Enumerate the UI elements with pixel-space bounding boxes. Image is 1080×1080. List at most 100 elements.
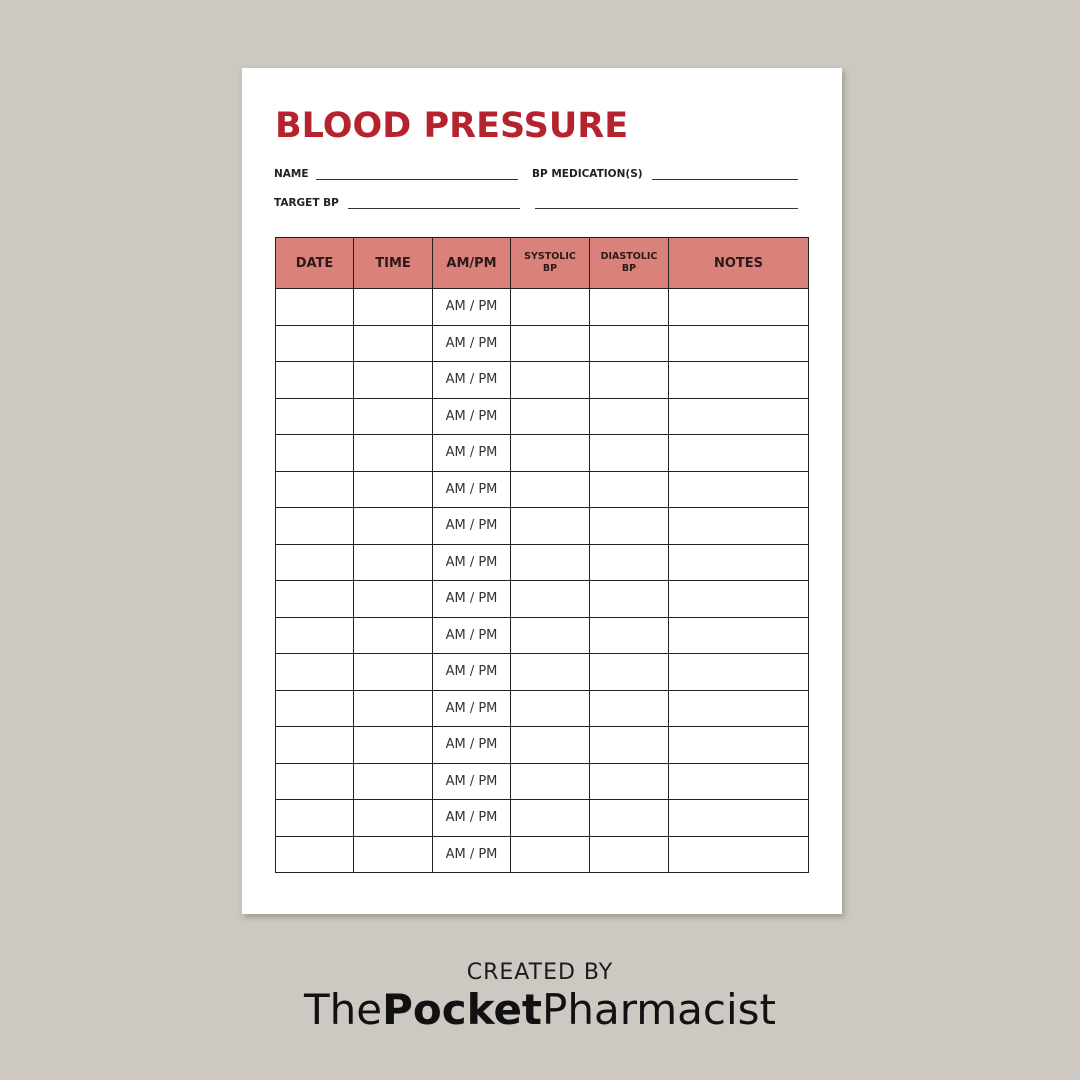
empty-cell	[353, 835, 433, 873]
empty-cell	[353, 689, 433, 727]
field-label: BP MEDICATION(S)	[532, 168, 643, 180]
empty-cell	[668, 434, 809, 472]
empty-cell	[510, 361, 590, 399]
empty-cell	[510, 543, 590, 581]
empty-cell	[589, 799, 669, 837]
empty-cell	[353, 799, 433, 837]
empty-cell	[275, 470, 354, 508]
empty-cell	[668, 689, 809, 727]
empty-cell	[275, 726, 354, 764]
brand-part: Pharmacist	[542, 985, 776, 1034]
table-row: AM / PM	[275, 799, 809, 837]
empty-cell	[510, 397, 590, 435]
am-pm-cell: AM / PM	[432, 616, 511, 654]
am-pm-cell: AM / PM	[432, 324, 511, 362]
table-row: AM / PM	[275, 470, 809, 508]
empty-cell	[353, 580, 433, 618]
empty-cell	[668, 288, 809, 326]
column-header: DIASTOLIC BP	[589, 237, 669, 289]
am-pm-cell: AM / PM	[432, 288, 511, 326]
table-row: AM / PM	[275, 288, 809, 326]
empty-cell	[510, 434, 590, 472]
empty-cell	[510, 324, 590, 362]
am-pm-cell: AM / PM	[432, 726, 511, 764]
empty-cell	[668, 653, 809, 691]
empty-cell	[668, 580, 809, 618]
column-header: AM/PM	[432, 237, 511, 289]
empty-cell	[668, 543, 809, 581]
table-row: AM / PM	[275, 835, 809, 873]
empty-cell	[589, 762, 669, 800]
brand-part: The	[303, 985, 383, 1034]
empty-cell	[275, 361, 354, 399]
empty-cell	[668, 361, 809, 399]
empty-cell	[353, 616, 433, 654]
empty-cell	[275, 397, 354, 435]
table-row: AM / PM	[275, 653, 809, 691]
empty-cell	[668, 470, 809, 508]
field-line	[535, 208, 798, 209]
empty-cell	[353, 434, 433, 472]
table-body: AM / PM AM / PM AM / PM AM / PM AM / PM AM / …	[275, 288, 809, 873]
empty-cell	[353, 288, 433, 326]
am-pm-cell: AM / PM	[432, 543, 511, 581]
am-pm-cell: AM / PM	[432, 689, 511, 727]
column-header: DATE	[275, 237, 354, 289]
empty-cell	[589, 507, 669, 545]
field-line	[652, 179, 798, 180]
am-pm-cell: AM / PM	[432, 470, 511, 508]
title: BLOOD PRESSURE	[275, 106, 629, 146]
empty-cell	[275, 762, 354, 800]
table-row: AM / PM	[275, 616, 809, 654]
empty-cell	[510, 580, 590, 618]
empty-cell	[275, 324, 354, 362]
table-row: AM / PM	[275, 324, 809, 362]
empty-cell	[589, 689, 669, 727]
am-pm-cell: AM / PM	[432, 799, 511, 837]
empty-cell	[353, 397, 433, 435]
empty-cell	[275, 653, 354, 691]
am-pm-cell: AM / PM	[432, 507, 511, 545]
empty-cell	[510, 799, 590, 837]
empty-cell	[353, 762, 433, 800]
empty-cell	[589, 288, 669, 326]
empty-cell	[353, 470, 433, 508]
empty-cell	[353, 726, 433, 764]
table-row: AM / PM	[275, 543, 809, 581]
empty-cell	[589, 726, 669, 764]
empty-cell	[668, 324, 809, 362]
empty-cell	[668, 762, 809, 800]
empty-cell	[510, 507, 590, 545]
field-line	[316, 179, 518, 180]
empty-cell	[510, 616, 590, 654]
empty-cell	[668, 507, 809, 545]
empty-cell	[668, 616, 809, 654]
log-table: DATE TIME AM/PM SYSTOLIC BP DIASTOLIC BP NOTE…	[275, 237, 809, 873]
empty-cell	[275, 616, 354, 654]
table-row: AM / PM	[275, 434, 809, 472]
field-line	[348, 208, 520, 209]
brand: ThePocketPharmacist	[0, 985, 1080, 1034]
empty-cell	[589, 616, 669, 654]
empty-cell	[510, 762, 590, 800]
empty-cell	[353, 543, 433, 581]
column-header: SYSTOLIC BP	[510, 237, 590, 289]
empty-cell	[275, 835, 354, 873]
empty-cell	[589, 434, 669, 472]
empty-cell	[275, 799, 354, 837]
empty-cell	[275, 288, 354, 326]
empty-cell	[353, 507, 433, 545]
table-row: AM / PM	[275, 762, 809, 800]
am-pm-cell: AM / PM	[432, 361, 511, 399]
empty-cell	[353, 361, 433, 399]
empty-cell	[353, 653, 433, 691]
am-pm-cell: AM / PM	[432, 580, 511, 618]
am-pm-cell: AM / PM	[432, 397, 511, 435]
empty-cell	[668, 799, 809, 837]
table-row: AM / PM	[275, 689, 809, 727]
empty-cell	[510, 288, 590, 326]
am-pm-cell: AM / PM	[432, 835, 511, 873]
empty-cell	[589, 653, 669, 691]
empty-cell	[589, 835, 669, 873]
